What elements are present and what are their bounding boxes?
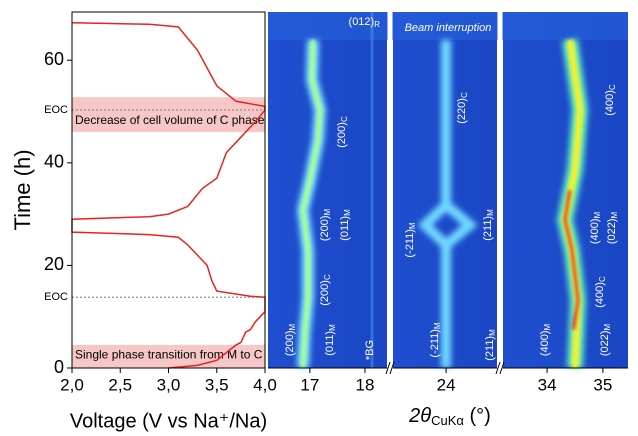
beam-interruption-zone — [268, 12, 628, 40]
annotation: (400)C — [594, 276, 607, 308]
annotation: (200)M — [284, 323, 297, 356]
x-tick-label: 3,0 — [157, 375, 181, 394]
heatmap-images — [268, 12, 628, 369]
plot-frame — [71, 11, 266, 369]
x-axis-label: Voltage (V vs Na⁺/Na) — [70, 410, 267, 432]
x-tick-label: 4,0 — [253, 375, 277, 394]
annotation: (400)C — [604, 84, 617, 116]
annotation: (400)M — [589, 211, 602, 244]
annotation: (-211)M — [429, 322, 442, 358]
annotation: (211)M — [482, 209, 495, 241]
y-tick-label: 20 — [44, 254, 64, 274]
axis-break — [388, 12, 392, 368]
x-axis-label: 2θCuKα (°) — [408, 405, 491, 428]
y-tick-label: 60 — [44, 49, 64, 69]
heatmap-panel — [268, 12, 387, 368]
x-tick-label: 34 — [538, 375, 557, 394]
annotation: (400)M — [539, 323, 552, 356]
eoc-label: EOC — [44, 104, 68, 116]
axis-break-marks — [385, 361, 505, 375]
axis-break — [498, 12, 502, 368]
trace-core — [300, 39, 584, 369]
voltage-curve — [71, 22, 266, 369]
annotations: (200)M (011)M *BG (200)C (200)M (011)M (… — [284, 16, 619, 361]
annotation: (220)C — [456, 92, 469, 124]
annotation: (012)R — [349, 16, 381, 29]
annotation: *BG — [364, 340, 376, 360]
x-tick-label: 2,0 — [60, 375, 84, 394]
x-tick-label: 2,5 — [108, 375, 132, 394]
annotation: (200)C — [336, 116, 349, 148]
note: Beam interruption — [405, 22, 492, 34]
eoc-label: EOC — [44, 291, 68, 303]
annotation: (022)M — [606, 211, 619, 244]
annotation: (011)M — [324, 324, 337, 356]
x-tick-label: 18 — [356, 375, 375, 394]
y-axis-label: Time (h) — [10, 149, 35, 230]
band-label: Decrease of cell volume of C phase — [75, 113, 265, 127]
annotation: (022)M — [599, 323, 612, 356]
band — [72, 344, 265, 368]
voltage-panel: EOC EOC Decrease of cell volume of C phase… — [10, 11, 277, 432]
x-tick-label: 24 — [437, 375, 456, 394]
y-tick-label: 0 — [54, 357, 64, 377]
annotation: (011)M — [339, 209, 352, 241]
annotation: (200)M — [319, 208, 332, 241]
x-tick-label: 35 — [593, 375, 612, 394]
x-tick-label: 17 — [300, 375, 319, 394]
band — [72, 97, 265, 133]
x-tick-label: 3,5 — [205, 375, 229, 394]
y-tick-label: 40 — [44, 152, 64, 172]
annotation: (200)C — [319, 274, 332, 306]
annotation: (-211)M — [404, 222, 417, 258]
annotation: (211)M — [484, 329, 497, 361]
band-label: Single phase transition from M to C — [75, 348, 263, 362]
